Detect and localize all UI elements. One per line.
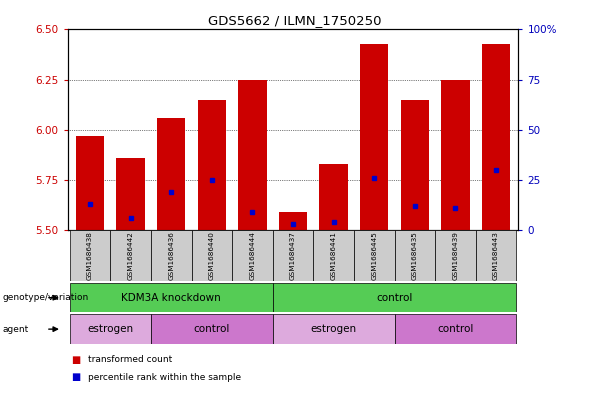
Bar [151,230,191,281]
Text: control: control [194,324,230,334]
Text: GSM1686444: GSM1686444 [249,231,256,280]
Text: GDS5662 / ILMN_1750250: GDS5662 / ILMN_1750250 [208,14,381,27]
Bar [395,230,435,281]
Text: ■: ■ [71,354,80,365]
Bar [401,99,429,230]
Bar [435,230,476,281]
Bar [441,79,469,230]
Bar [482,44,510,230]
Text: control: control [376,293,413,303]
Bar [279,212,307,230]
Text: GSM1686445: GSM1686445 [371,231,377,280]
Text: GSM1686443: GSM1686443 [493,231,499,280]
Bar [360,44,388,230]
Text: agent: agent [3,325,29,334]
Bar [70,283,273,312]
Text: GSM1686436: GSM1686436 [168,231,174,280]
Text: GSM1686439: GSM1686439 [452,231,458,280]
Text: GSM1686437: GSM1686437 [290,231,296,280]
Text: GSM1686442: GSM1686442 [128,231,134,280]
Bar [273,283,517,312]
Bar [191,230,232,281]
Text: estrogen: estrogen [87,324,134,334]
Bar [232,230,273,281]
Bar [476,230,517,281]
Bar [151,314,273,344]
Bar [273,314,395,344]
Text: transformed count: transformed count [88,355,173,364]
Bar [110,230,151,281]
Text: GSM1686438: GSM1686438 [87,231,93,280]
Bar [319,164,348,230]
Text: percentile rank within the sample: percentile rank within the sample [88,373,241,382]
Text: GSM1686441: GSM1686441 [330,231,337,280]
Bar [70,314,151,344]
Bar [70,230,110,281]
Text: control: control [437,324,474,334]
Bar [273,230,313,281]
Bar [76,136,104,230]
Text: estrogen: estrogen [310,324,357,334]
Text: GSM1686440: GSM1686440 [209,231,215,280]
Bar [354,230,395,281]
Text: genotype/variation: genotype/variation [3,293,89,302]
Text: GSM1686435: GSM1686435 [412,231,418,280]
Text: ■: ■ [71,372,80,382]
Bar [157,118,186,230]
Text: KDM3A knockdown: KDM3A knockdown [121,293,221,303]
Bar [117,158,145,230]
Bar [313,230,354,281]
Bar [198,99,226,230]
Bar [238,79,267,230]
Bar [395,314,517,344]
